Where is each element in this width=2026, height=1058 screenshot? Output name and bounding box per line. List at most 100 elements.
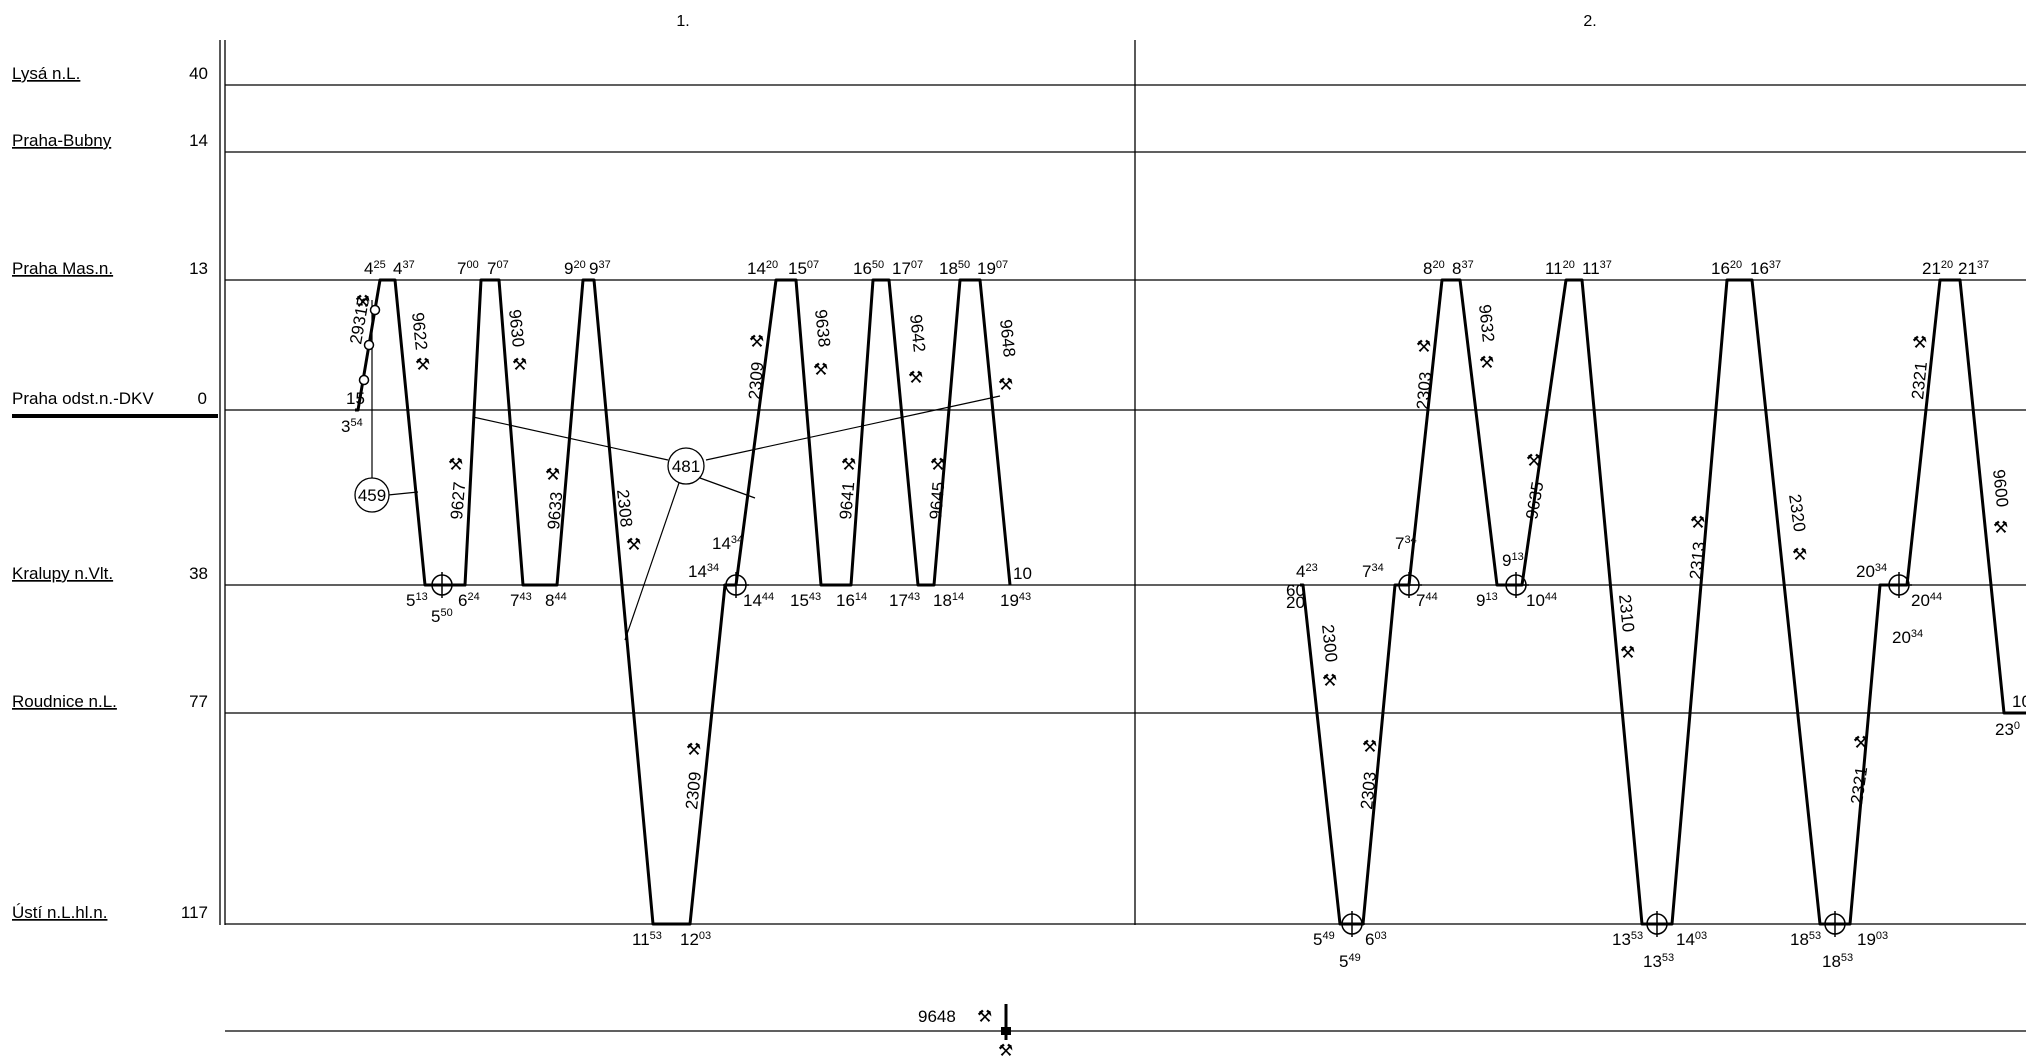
time-label: 2120 xyxy=(1922,259,1953,278)
hammer-icon: ⚒ xyxy=(686,740,701,759)
time-label: 549 xyxy=(1339,952,1361,971)
time-label: 1137 xyxy=(1582,259,1612,278)
time-label: 837 xyxy=(1452,259,1474,278)
time-label: 744 xyxy=(1416,591,1438,610)
train-path-2309-up xyxy=(734,278,1012,587)
train-number: 9622 xyxy=(408,311,431,351)
train-number: 9627 xyxy=(447,481,469,520)
hammer-icon: ⚒ xyxy=(1993,518,2008,537)
hammer-icon: ⚒ xyxy=(545,465,560,484)
time-label: 603 xyxy=(1365,930,1387,949)
time-label: 549 xyxy=(1313,930,1335,949)
train-number: 2310 xyxy=(1615,593,1638,633)
time-label: 2044 xyxy=(1911,591,1942,610)
hammer-icon: ⚒ xyxy=(1362,737,1377,756)
time-label: 550 xyxy=(431,607,453,626)
circled-label-481: 481 xyxy=(672,457,700,476)
crossing-marker xyxy=(1396,572,1422,598)
train-number: 2309 xyxy=(682,771,705,811)
train-paths xyxy=(355,278,2026,926)
train-number: 9642 xyxy=(906,313,929,353)
train-number: 2321 xyxy=(1847,765,1871,805)
hammer-icon: ⚒ xyxy=(977,1007,992,1026)
time-label: 1353 xyxy=(1643,952,1674,971)
hammer-icon: ⚒ xyxy=(1792,545,1807,564)
time-label: 2034 xyxy=(1856,562,1887,581)
hammer-icon: ⚒ xyxy=(813,360,828,379)
time-label: 700 xyxy=(457,259,479,278)
station-code: 40 xyxy=(189,64,208,83)
hammer-icon: ⚒ xyxy=(998,375,1013,394)
hammer-icon: ⚒ xyxy=(1479,353,1494,372)
time-label: 1743 xyxy=(889,591,920,610)
crossing-markers xyxy=(429,572,1912,937)
time-label: 1943 xyxy=(1000,591,1031,610)
period-1-label: 1. xyxy=(676,13,689,30)
train-number: 9633 xyxy=(544,491,566,530)
time-label: 1420 xyxy=(747,259,778,278)
train-number: 2321 xyxy=(1908,361,1931,401)
time-label: 1434 xyxy=(712,534,743,553)
train-number: 9648 xyxy=(996,318,1019,358)
station-code: 117 xyxy=(181,903,208,922)
train-number: 2303 xyxy=(1413,371,1435,410)
time-label: 820 xyxy=(1423,259,1445,278)
station-name: Praha-Bubny xyxy=(12,131,112,150)
train-number: 2308 xyxy=(613,488,636,528)
hammer-icon: ⚒ xyxy=(1416,337,1431,356)
station-code: 14 xyxy=(189,131,208,150)
crossing-marker xyxy=(1503,572,1529,598)
hammer-icons: ⚒ ⚒ ⚒ ⚒ ⚒ ⚒ ⚒ ⚒ ⚒ ⚒ ⚒ ⚒ ⚒ ⚒ ⚒ ⚒ ⚒ ⚒ ⚒ ⚒ … xyxy=(355,292,2008,759)
crossing-marker xyxy=(429,572,455,598)
station-labels: Lysá n.L. 40 Praha-Bubny 14 Praha Mas.n.… xyxy=(12,64,208,922)
time-label: 1903 xyxy=(1857,930,1888,949)
hammer-icon: ⚒ xyxy=(1690,513,1705,532)
crossing-marker xyxy=(723,572,749,598)
time-label: 1203 xyxy=(680,930,711,949)
train-numbers: 29315 9622 9630 9627 9633 2308 2309 9638… xyxy=(346,296,2012,811)
train-number: 9641 xyxy=(836,481,858,520)
time-label: 1707 xyxy=(892,259,923,278)
station-code: 38 xyxy=(189,564,208,583)
train-number: 2313 xyxy=(1686,541,1709,581)
station-name: Kralupy n.Vlt. xyxy=(12,564,113,583)
train-number: 9600 xyxy=(1989,468,2012,508)
station-name: Lysá n.L. xyxy=(12,64,80,83)
time-label: 937 xyxy=(589,259,611,278)
station-code: 13 xyxy=(189,259,208,278)
time-label: 513 xyxy=(406,591,428,610)
hammer-icon: ⚒ xyxy=(749,332,764,351)
time-label: 844 xyxy=(545,591,567,610)
time-label: 10 xyxy=(1013,564,1032,583)
time-label: 2137 xyxy=(1958,259,1989,278)
time-label: 437 xyxy=(393,259,415,278)
hammer-icon: ⚒ xyxy=(1322,671,1337,690)
time-label: 1637 xyxy=(1750,259,1781,278)
connection-lines xyxy=(371,300,1001,641)
time-label: 230 xyxy=(1995,720,2020,739)
time-label: 1543 xyxy=(790,591,821,610)
station-name: Praha Mas.n. xyxy=(12,259,113,278)
time-label: 425 xyxy=(364,259,386,278)
time-label: 1814 xyxy=(933,591,964,610)
period-2-label: 2. xyxy=(1583,13,1596,30)
stop-markers xyxy=(358,304,381,386)
time-label: 1507 xyxy=(788,259,819,278)
time-label: 1614 xyxy=(836,591,867,610)
train-number: 2300 xyxy=(1318,623,1341,663)
time-label: 1353 xyxy=(1612,930,1643,949)
grid xyxy=(12,40,2026,1032)
time-label: 423 xyxy=(1296,562,1318,581)
station-code: 77 xyxy=(189,692,208,711)
time-label: 913 xyxy=(1476,591,1498,610)
hammer-icon: ⚒ xyxy=(355,292,370,311)
train-path-2300 xyxy=(1300,278,2026,926)
hammer-icon: ⚒ xyxy=(626,535,641,554)
time-label: 920 xyxy=(564,259,586,278)
time-label: 20 xyxy=(1286,593,1305,612)
time-label: 1153 xyxy=(632,930,662,949)
train-number: 9645 xyxy=(926,481,948,520)
period-labels: 1. 2. xyxy=(676,13,1596,30)
legend-train-number: 9648 xyxy=(918,1007,956,1026)
legend: 9648 ⚒ ⚒ xyxy=(918,1004,1013,1058)
